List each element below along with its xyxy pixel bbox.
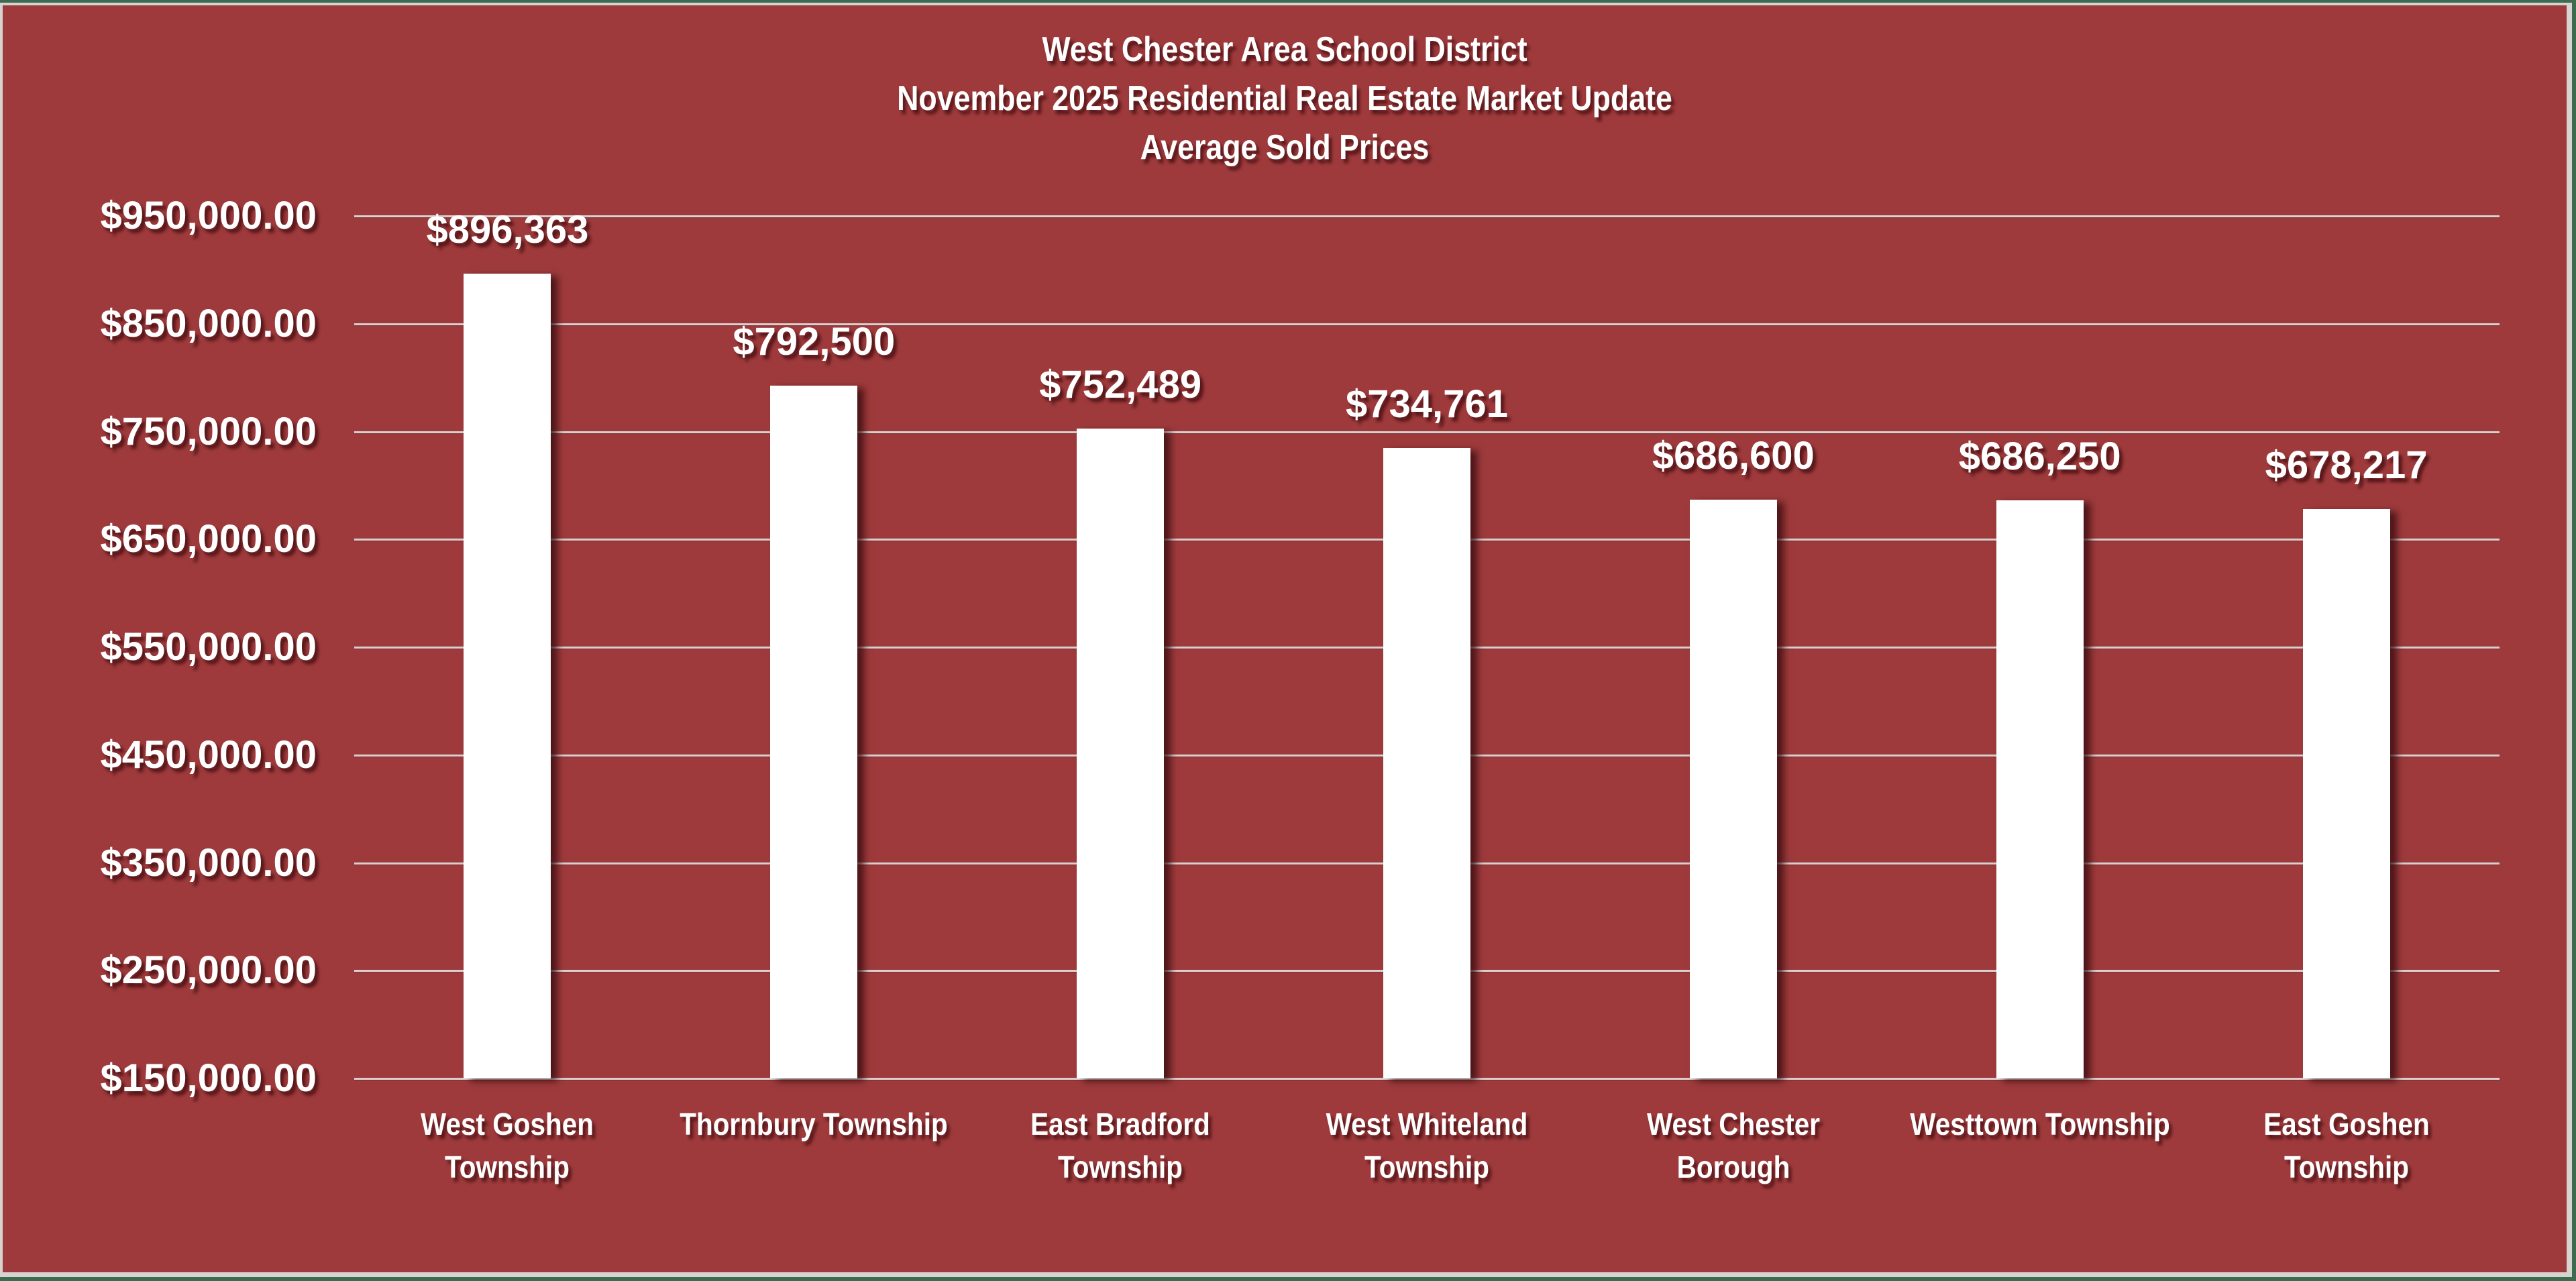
data-label: $734,761: [1346, 382, 1508, 426]
x-category-label: West Goshen Township: [373, 1103, 642, 1188]
gridline: [354, 1078, 2500, 1080]
x-category-label: Thornbury Township: [680, 1103, 949, 1146]
bar: [2302, 508, 2390, 1078]
y-tick-label: $250,000.00: [100, 948, 317, 993]
x-category-label-line: Westtown Township: [1909, 1107, 2170, 1141]
data-label: $896,363: [426, 208, 589, 252]
x-category-label: East Goshen Township: [2212, 1103, 2481, 1188]
bar: [1689, 500, 1777, 1078]
data-label: $792,500: [733, 320, 896, 364]
x-category-label-line: West Whiteland: [1326, 1107, 1528, 1141]
data-label: $752,489: [1039, 363, 1202, 407]
bar: [464, 274, 551, 1078]
x-category-label-line: Township: [445, 1150, 570, 1184]
gridline: [354, 323, 2500, 325]
y-tick-label: $550,000.00: [100, 625, 317, 669]
y-tick-label: $350,000.00: [100, 840, 317, 885]
y-tick-label: $750,000.00: [100, 409, 317, 453]
chart-area: West Chester Area School District Novemb…: [3, 5, 2567, 1272]
y-tick-label: $450,000.00: [100, 732, 317, 777]
data-label: $678,217: [2265, 443, 2428, 487]
x-category-label: East Bradford Township: [986, 1103, 1255, 1188]
y-tick-label: $950,000.00: [100, 194, 317, 237]
chart-title: West Chester Area School District Novemb…: [182, 25, 2387, 172]
bar: [1996, 500, 2084, 1078]
data-label: $686,250: [1958, 434, 2121, 478]
x-category-label-line: East Goshen: [2263, 1107, 2430, 1141]
y-tick-label: $650,000.00: [100, 517, 317, 561]
bar: [770, 386, 858, 1078]
x-category-label-line: West Goshen: [421, 1107, 594, 1141]
x-category-label-line: East Bradford: [1030, 1107, 1210, 1141]
x-category-label-line: Township: [1364, 1150, 1489, 1184]
gridline: [354, 215, 2500, 217]
x-category-label: Westtown Township: [1905, 1103, 2174, 1146]
x-category-label-line: Thornbury Township: [680, 1107, 949, 1141]
data-label: $686,600: [1652, 434, 1815, 478]
x-category-label-line: West Chester: [1646, 1107, 1820, 1141]
x-category-label: West Whiteland Township: [1292, 1103, 1561, 1188]
chart-title-line-2: November 2025 Residential Real Estate Ma…: [897, 79, 1672, 118]
x-category-label-line: Borough: [1676, 1150, 1790, 1184]
x-category-label-line: Township: [1058, 1150, 1183, 1184]
chart-title-line-3: Average Sold Prices: [1140, 128, 1430, 167]
chart-title-line-1: West Chester Area School District: [1042, 30, 1527, 69]
gridline: [354, 431, 2500, 433]
chart-frame: West Chester Area School District Novemb…: [0, 3, 2572, 1277]
y-tick-label: $150,000.00: [100, 1056, 317, 1100]
x-category-label-line: Township: [2284, 1150, 2409, 1184]
bar: [1077, 429, 1165, 1078]
bar: [1383, 447, 1470, 1078]
y-tick-label: $850,000.00: [100, 301, 317, 345]
x-category-label: West Chester Borough: [1599, 1103, 1868, 1188]
